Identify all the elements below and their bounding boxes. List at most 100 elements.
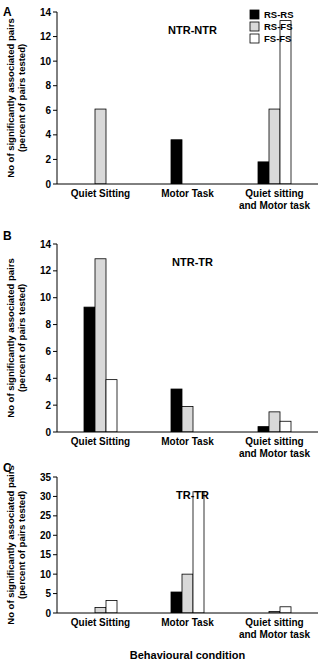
label-line: Quiet Sitting — [71, 436, 130, 447]
bar — [106, 380, 117, 432]
label-line: and Motor task — [239, 629, 311, 640]
y-tick-label: 10 — [40, 56, 52, 67]
panel: 05101520253035Quiet SittingMotor TaskQui… — [3, 461, 318, 661]
y-tick — [53, 574, 57, 575]
bar — [84, 307, 95, 432]
title: NTR-TR — [172, 256, 213, 268]
y-tick-label: 8 — [45, 319, 51, 330]
bar — [280, 421, 291, 432]
y-tick-label: 0 — [45, 608, 51, 619]
y-tick — [53, 36, 57, 37]
y-tick — [53, 324, 57, 325]
bar — [95, 259, 106, 432]
y-tick-label: 5 — [45, 588, 51, 599]
bar — [280, 607, 291, 613]
y-tick — [53, 535, 57, 536]
y-label: No of significantly associated pairs — [5, 18, 16, 177]
x-tick-label: Motor Task — [161, 617, 214, 628]
y-label: No of significantly associated pairs — [5, 465, 16, 624]
y-tick-label: 12 — [40, 265, 52, 276]
y-tick — [53, 496, 57, 497]
legend-swatch — [250, 10, 259, 19]
bars — [95, 21, 291, 184]
y-tick — [53, 613, 57, 614]
y-tick — [53, 61, 57, 62]
y-label: (percent of pairs tested) — [16, 284, 27, 392]
label-line: and Motor task — [239, 448, 311, 459]
label-line: Quiet sitting — [245, 436, 303, 447]
y-tick-label: 14 — [40, 7, 52, 18]
y-axis — [57, 244, 58, 432]
label-line: Quiet sitting — [245, 617, 303, 628]
x-tick-label: Quiet sittingand Motor task — [239, 617, 311, 640]
y-tick — [53, 184, 57, 185]
bar — [193, 492, 204, 613]
bar — [95, 608, 106, 613]
bar — [171, 140, 182, 184]
y-tick-label: 10 — [40, 292, 52, 303]
y-tick-label: 12 — [40, 31, 52, 42]
bar — [258, 162, 269, 184]
y-tick — [53, 110, 57, 111]
y-tick — [53, 432, 57, 433]
bar — [106, 601, 117, 613]
bars — [84, 259, 291, 432]
title: NTR-NTR — [168, 24, 217, 36]
x-tick-label: Quiet Sitting — [71, 436, 130, 447]
label-line: Quiet Sitting — [71, 188, 130, 199]
y-tick — [53, 351, 57, 352]
bar — [269, 412, 280, 432]
y-tick — [53, 297, 57, 298]
y-label: (percent of pairs tested) — [16, 491, 27, 599]
legend-swatch — [250, 22, 259, 31]
x-tick-label: Motor Task — [161, 188, 214, 199]
bar — [280, 21, 291, 184]
y-tick-label: 14 — [40, 239, 52, 250]
x-tick-label: Quiet Sitting — [71, 188, 130, 199]
y-tick-label: 20 — [40, 530, 52, 541]
y-tick — [53, 134, 57, 135]
y-tick-label: 4 — [45, 129, 51, 140]
y-tick-label: 6 — [45, 105, 51, 116]
y-axis — [57, 477, 58, 613]
x-tick-label: Quiet sittingand Motor task — [239, 188, 311, 211]
y-tick-label: 10 — [40, 569, 52, 580]
y-tick-label: 0 — [45, 427, 51, 438]
bar — [171, 592, 182, 613]
title: TR-TR — [176, 489, 209, 501]
x-tick-label: Motor Task — [161, 436, 214, 447]
y-tick-label: 0 — [45, 179, 51, 190]
label-line: Motor Task — [161, 436, 214, 447]
bar — [269, 109, 280, 184]
x-label: Behavioural condition — [130, 649, 246, 661]
y-axis — [57, 12, 58, 184]
y-label: (percent of pairs tested) — [16, 44, 27, 152]
y-tick-label: 35 — [40, 472, 52, 483]
label-line: Motor Task — [161, 617, 214, 628]
bars — [95, 492, 291, 613]
y-tick — [53, 554, 57, 555]
y-tick — [53, 593, 57, 594]
label-line: and Motor task — [239, 200, 311, 211]
label-line: Quiet Sitting — [71, 617, 130, 628]
y-tick-label: 8 — [45, 80, 51, 91]
y-tick — [53, 378, 57, 379]
bar — [182, 406, 193, 432]
label-line: Motor Task — [161, 188, 214, 199]
y-tick-label: 30 — [40, 491, 52, 502]
legend-label: RS-FS — [264, 21, 293, 32]
y-tick-label: 6 — [45, 346, 51, 357]
y-tick — [53, 515, 57, 516]
panel: 0 2 4 6 8 10 12 14 Quiet Sitting Motor Task Quiet … — [3, 5, 318, 211]
y-label: No of significantly associated pairs — [5, 258, 16, 417]
label-line: Quiet sitting — [245, 188, 303, 199]
y-tick-label: 2 — [45, 154, 51, 165]
y-tick — [53, 405, 57, 406]
y-tick — [53, 270, 57, 271]
y-tick-label: 4 — [45, 373, 51, 384]
panel: 02468101214Quiet SittingMotor TaskQuiet … — [3, 229, 318, 459]
y-tick — [53, 244, 57, 245]
legend: RS-RSRS-FSFS-FS — [250, 9, 294, 44]
figure: 0 2 4 6 8 10 12 14 Quiet Sitting Motor Task Quiet … — [0, 0, 326, 665]
bar — [95, 109, 106, 184]
